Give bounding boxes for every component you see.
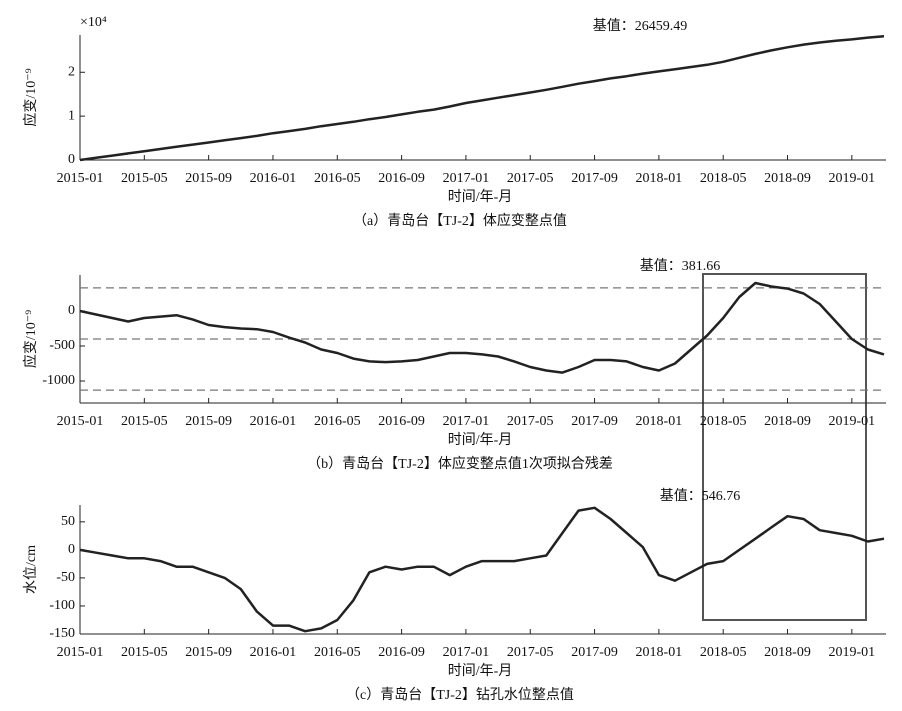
x-tick-label: 2019-01 [829,645,876,660]
y-tick-label: 2 [68,64,75,79]
x-tick-label: 2016-05 [314,414,361,429]
x-tick-label: 2015-09 [185,414,232,429]
annotation: 基值：546.76 [660,487,741,504]
x-axis-label: 时间/年-月 [448,189,513,205]
y-tick-label: 0 [68,152,75,167]
x-tick-label: 2017-05 [507,171,554,186]
x-tick-label: 2018-05 [700,645,747,660]
y-axis-label: 应变/10⁻⁹ [22,68,39,126]
x-tick-label: 2018-05 [700,414,747,429]
x-tick-label: 2015-05 [121,171,168,186]
x-tick-label: 2016-09 [378,414,425,429]
y-tick-label: 0 [68,303,75,318]
caption: （a）青岛台【TJ-2】体应变整点值 [353,212,567,229]
x-tick-label: 2015-09 [185,645,232,660]
x-tick-label: 2017-01 [443,645,490,660]
x-tick-label: 2017-09 [571,414,618,429]
y-tick-label: -100 [49,598,75,613]
axis-multiplier: ×10⁴ [80,15,107,30]
x-tick-label: 2017-09 [571,171,618,186]
x-tick-label: 2018-09 [764,414,811,429]
y-tick-label: 0 [68,542,75,557]
highlight-box [702,273,867,621]
x-tick-label: 2017-01 [443,414,490,429]
x-tick-label: 2016-01 [250,645,297,660]
y-tick-label: -50 [56,570,75,585]
y-axis-label: 应变/10⁻⁹ [22,310,39,368]
y-tick-label: -500 [49,338,75,353]
x-tick-label: 2019-01 [829,171,876,186]
caption: （c）青岛台【TJ-2】钻孔水位整点值 [346,687,574,703]
annotation: 基值：381.66 [640,257,721,274]
x-tick-label: 2018-09 [764,645,811,660]
x-tick-label: 2016-09 [378,645,425,660]
x-tick-label: 2015-01 [57,171,104,186]
x-tick-label: 2015-05 [121,414,168,429]
x-tick-label: 2015-09 [185,171,232,186]
series-line [79,35,885,162]
x-tick-label: 2017-05 [507,645,554,660]
annotation: 基值：26459.49 [593,17,688,34]
x-tick-label: 2015-01 [57,414,104,429]
x-tick-label: 2017-05 [507,414,554,429]
x-tick-label: 2018-01 [636,414,683,429]
x-tick-label: 2019-01 [829,414,876,429]
caption: （b）青岛台【TJ-2】体应变整点值1次项拟合残差 [307,455,613,472]
y-tick-label: -1000 [42,373,75,388]
series-line [79,506,885,633]
x-tick-label: 2017-01 [443,171,490,186]
x-tick-label: 2016-01 [250,414,297,429]
y-tick-label: 1 [68,108,75,123]
x-tick-label: 2018-01 [636,645,683,660]
x-tick-label: 2015-05 [121,645,168,660]
y-tick-label: 50 [61,514,75,529]
x-tick-label: 2016-01 [250,171,297,186]
y-axis-label: 水位/cm [23,545,39,594]
x-axis-label: 时间/年-月 [448,432,513,448]
x-tick-label: 2016-05 [314,645,361,660]
x-tick-label: 2018-05 [700,171,747,186]
x-tick-label: 2015-01 [57,645,104,660]
x-tick-label: 2018-09 [764,171,811,186]
x-tick-label: 2017-09 [571,645,618,660]
x-tick-label: 2018-01 [636,171,683,186]
x-axis-label: 时间/年-月 [448,663,513,679]
series-line [79,281,885,374]
x-tick-label: 2016-09 [378,171,425,186]
x-tick-label: 2016-05 [314,171,361,186]
y-tick-label: -150 [49,626,75,641]
